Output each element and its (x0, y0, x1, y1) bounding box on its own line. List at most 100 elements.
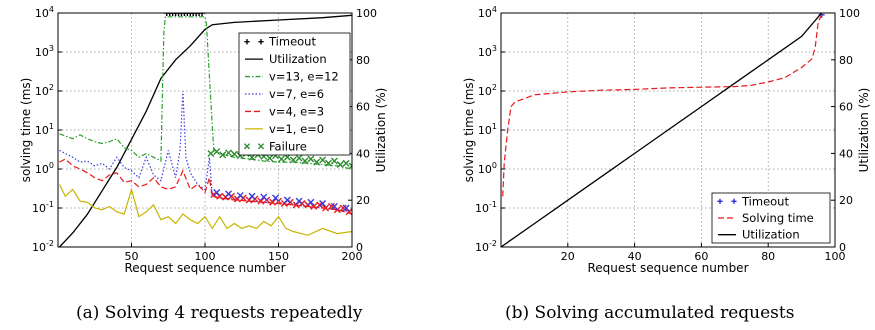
legend-label: Timeout (741, 194, 789, 208)
point (184, 13, 191, 16)
legend-item: Solving time (718, 211, 814, 225)
y-tick-label: 104 (35, 5, 54, 20)
point (272, 194, 280, 202)
point (175, 13, 182, 16)
y-tick-label: 100 (35, 161, 54, 176)
point (193, 13, 200, 16)
legend-label: v=1, e=0 (269, 122, 324, 136)
point (269, 198, 277, 206)
y-axis-label: solving time (ms) (19, 78, 33, 183)
point (172, 13, 179, 16)
x-tick-label: 150 (268, 250, 289, 263)
point (230, 150, 238, 158)
y-tick-label: 103 (478, 44, 497, 59)
point (260, 193, 268, 201)
y2-tick-label: 20 (839, 194, 853, 207)
panel-b: 20 40 60 80 100 10-2 10-1 100 101 102 103 104 0 20 40 6… (462, 5, 871, 275)
y2-tick-label: 0 (356, 241, 363, 254)
point (307, 155, 315, 163)
point (342, 204, 350, 212)
point (178, 13, 185, 16)
y2-tick-label: 40 (839, 147, 853, 160)
point (213, 188, 221, 196)
legend-marker (257, 143, 265, 150)
point (181, 13, 188, 16)
point (289, 156, 297, 164)
point (313, 158, 321, 166)
y-axis-label: solving time (ms) (462, 78, 476, 183)
point (219, 151, 227, 159)
y2-tick-label: 60 (839, 101, 853, 114)
point (225, 190, 233, 198)
point (295, 154, 303, 162)
legend-label: v=13, e=12 (269, 70, 339, 84)
x-axis-label: Request sequence number (587, 261, 748, 275)
legend-marker (731, 198, 737, 204)
y-tick-label: 104 (478, 5, 497, 20)
series-utilization (59, 14, 352, 247)
y2-tick-label: 40 (356, 147, 370, 160)
legend-item: Utilization (718, 228, 800, 242)
y2-axis-label: Utilization (%) (857, 88, 871, 173)
point (319, 156, 327, 164)
legend-item: Utilization (245, 52, 327, 66)
caption-b: (b) Solving accumulated requests (505, 303, 794, 323)
legend-label: Failure (269, 139, 307, 153)
y-tick-label: 10-1 (475, 200, 497, 215)
legend-box (238, 32, 351, 156)
legend-label: Utilization (269, 52, 327, 66)
point (324, 159, 332, 167)
legend-marker (244, 39, 250, 45)
point (199, 13, 206, 16)
point (187, 13, 194, 16)
point (207, 149, 215, 157)
point (322, 204, 330, 212)
y2-tick-label: 20 (356, 194, 370, 207)
y-tick-label: 103 (35, 44, 54, 59)
y2-tick-label: 80 (839, 54, 853, 67)
legend-marker (243, 143, 251, 150)
legend-item: v=4, e=3 (245, 104, 324, 118)
y-tick-label: 102 (35, 83, 54, 98)
x-tick-label: 20 (561, 250, 575, 263)
legend-label: Utilization (742, 228, 800, 242)
point (342, 159, 350, 167)
x-tick-label: 80 (761, 250, 775, 263)
legend-label: v=4, e=3 (269, 104, 324, 118)
point (213, 148, 221, 156)
y2-tick-label: 100 (839, 7, 860, 20)
series-v-1-e-0 (58, 184, 352, 236)
legend-marker (258, 39, 264, 45)
point (190, 13, 197, 16)
point (163, 13, 170, 16)
series-markers-7 (210, 191, 352, 216)
panel-a: 50 100 150 200 10-2 10-1 100 101 102 103 104 0 20 40 6… (19, 5, 388, 275)
x-axis-label: Request sequence number (124, 261, 285, 275)
point (166, 13, 173, 16)
point (348, 162, 352, 170)
y-tick-label: 10-2 (475, 239, 497, 254)
point (277, 155, 285, 163)
point (327, 202, 335, 210)
y-tick-label: 101 (35, 122, 54, 137)
plot-area-a (58, 13, 352, 247)
series-utilization (501, 13, 823, 247)
legend: Timeout Solving time Utilization (711, 192, 831, 244)
series-solving-time (502, 14, 823, 197)
x-tick-label: 200 (342, 250, 363, 263)
y-tick-label: 101 (478, 122, 497, 137)
y2-tick-label: 80 (356, 54, 370, 67)
series-timeout (163, 13, 206, 16)
point (169, 13, 176, 16)
point (283, 196, 291, 204)
y2-axis-label: Utilization (%) (374, 88, 388, 173)
legend-item: v=1, e=0 (245, 122, 324, 136)
series-markers-8 (213, 188, 350, 212)
legend-item: v=13, e=12 (245, 70, 339, 84)
x-tick-label: 100 (195, 250, 216, 263)
y2-tick-label: 60 (356, 101, 370, 114)
legend-label: Solving time (742, 211, 814, 225)
series-v-7-e-6 (59, 90, 352, 213)
y-tick-label: 10-2 (32, 239, 54, 254)
